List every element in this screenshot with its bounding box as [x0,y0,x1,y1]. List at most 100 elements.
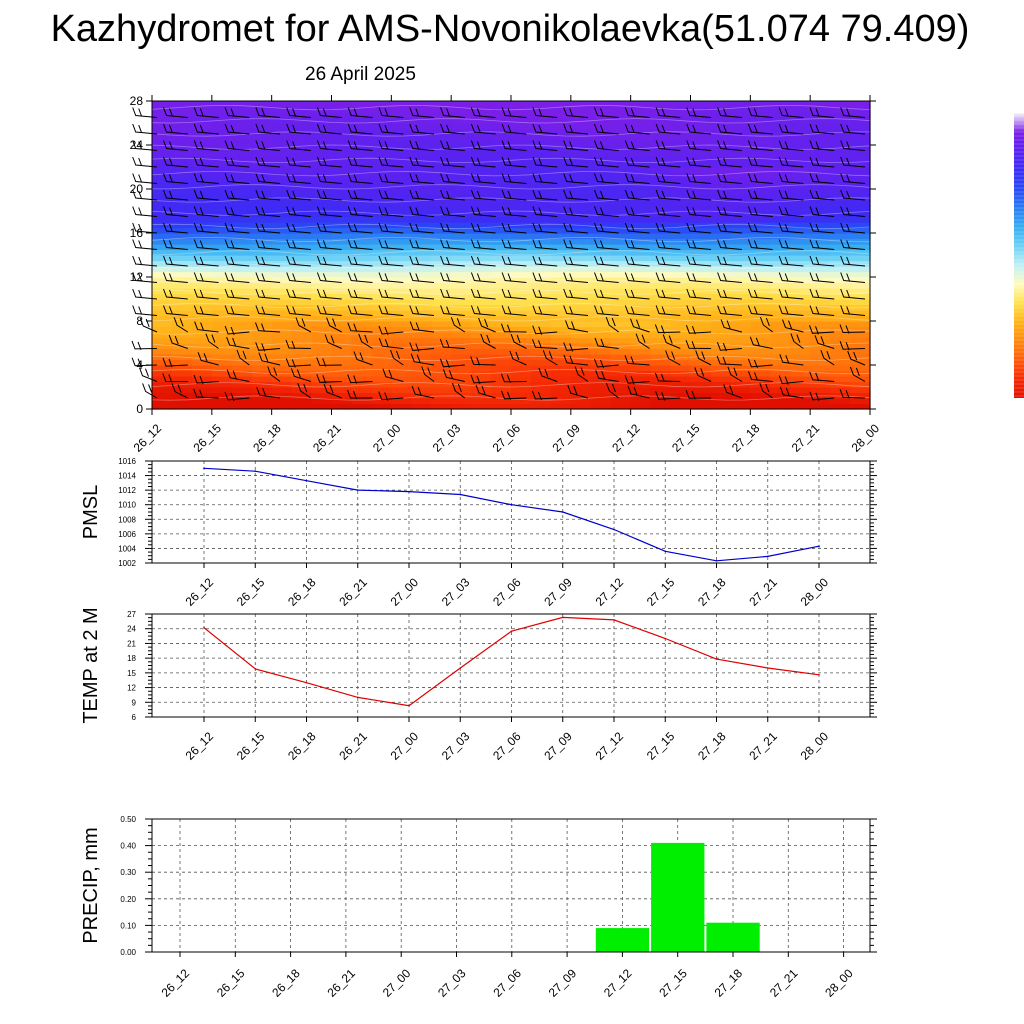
heatmap-cell [191,260,213,267]
wind-barb [255,342,281,352]
heatmap-cell [231,255,253,262]
heatmap-cell [610,167,632,174]
heatmap-cell [211,134,233,141]
heatmap-cell [411,381,432,388]
heatmap-cell [231,123,253,130]
wind-barb [532,140,558,151]
heatmap-cell [570,222,592,229]
heatmap-cell [491,343,512,350]
wind-barb [347,272,373,283]
heatmap-cell [391,370,412,377]
heatmap-cell [411,348,432,355]
heatmap-cell [351,145,372,152]
heatmap-cell [610,145,632,152]
heatmap-cell [152,227,173,234]
heatmap-cell [271,398,293,405]
heatmap-cell [191,178,213,185]
heatmap-cell [550,387,572,394]
heatmap-cell [610,299,632,306]
heatmap-cell [171,282,193,289]
heatmap-cell [251,370,273,377]
heatmap-cell [351,387,372,394]
heatmap-cell [291,178,313,185]
wind-barb [347,305,373,316]
heatmap-cell [471,227,492,234]
wind-barb [224,206,250,217]
heatmap-cell [351,255,372,262]
heatmap-cell [610,260,632,267]
heatmap-cell [650,112,672,119]
heatmap-cell [550,359,572,366]
heatmap-cell [730,139,751,146]
heatmap-cell [431,392,452,399]
heatmap-cell [211,227,233,234]
wind-barb [470,255,496,267]
heatmap-cell [451,255,472,262]
heatmap-cell [730,211,751,218]
heatmap-cell [331,343,353,350]
heatmap-cell [231,112,253,119]
heatmap-cell [491,288,512,295]
heatmap-cell [351,343,372,350]
heatmap-cell [830,310,851,317]
wind-barb [594,173,619,184]
heatmap-cell [690,161,712,168]
heatmap-cell [191,310,213,317]
heatmap-cell [152,216,173,223]
heatmap-cell [491,332,512,339]
heatmap-cell [650,387,672,394]
heatmap-cell [231,332,253,339]
heatmap-cell [810,150,831,157]
heatmap-cell [670,139,692,146]
heatmap-cell [451,321,472,328]
heatmap-cell [770,337,791,344]
heatmap-cell [750,178,771,185]
heatmap-cell [790,315,811,322]
x-tick-label: 26_15 [234,575,268,609]
heatmap-cell [590,381,612,388]
wind-barb [809,305,835,316]
heatmap-cell [491,101,512,108]
heatmap-cell [570,200,592,207]
heatmap-cell [830,117,851,124]
wind-barb [662,334,681,349]
heatmap-cell [191,337,213,344]
heatmap-cell [590,249,612,256]
heatmap-cell [391,106,412,113]
heatmap-cell [231,376,253,383]
heatmap-cell [411,332,432,339]
heatmap-cell [630,216,652,223]
heatmap-cell [231,167,253,174]
heatmap-cell [670,211,692,218]
heatmap-cell [570,101,592,108]
heatmap-cell [750,398,771,405]
wind-barb [132,156,158,168]
heatmap-cell [850,277,871,284]
heatmap-cell [590,161,612,168]
heatmap-cell [251,112,273,119]
heatmap-cell [152,189,173,196]
heatmap-cell [171,238,193,245]
wind-barb [316,123,342,135]
wind-barb [255,239,281,250]
heatmap-cell [491,205,512,212]
heatmap-cell [491,112,512,119]
wind-barb [840,123,866,135]
heatmap-cell [191,200,213,207]
heatmap-cell [750,260,771,267]
heatmap-cell [790,381,811,388]
heatmap-cell [850,387,871,394]
heatmap-cell [171,277,193,284]
wind-barb [132,239,158,250]
heatmap-cell [730,381,751,388]
heatmap-cell [411,244,432,251]
heatmap-cell [171,178,193,185]
heatmap-cell [650,233,672,240]
x-tick-label: 27_15 [644,575,678,609]
heatmap-cell [790,271,811,278]
heatmap-cell [471,288,492,295]
heatmap-cell [810,255,831,262]
heatmap-cell [650,156,672,163]
wind-barb [470,140,496,151]
heatmap-cell [191,277,213,284]
